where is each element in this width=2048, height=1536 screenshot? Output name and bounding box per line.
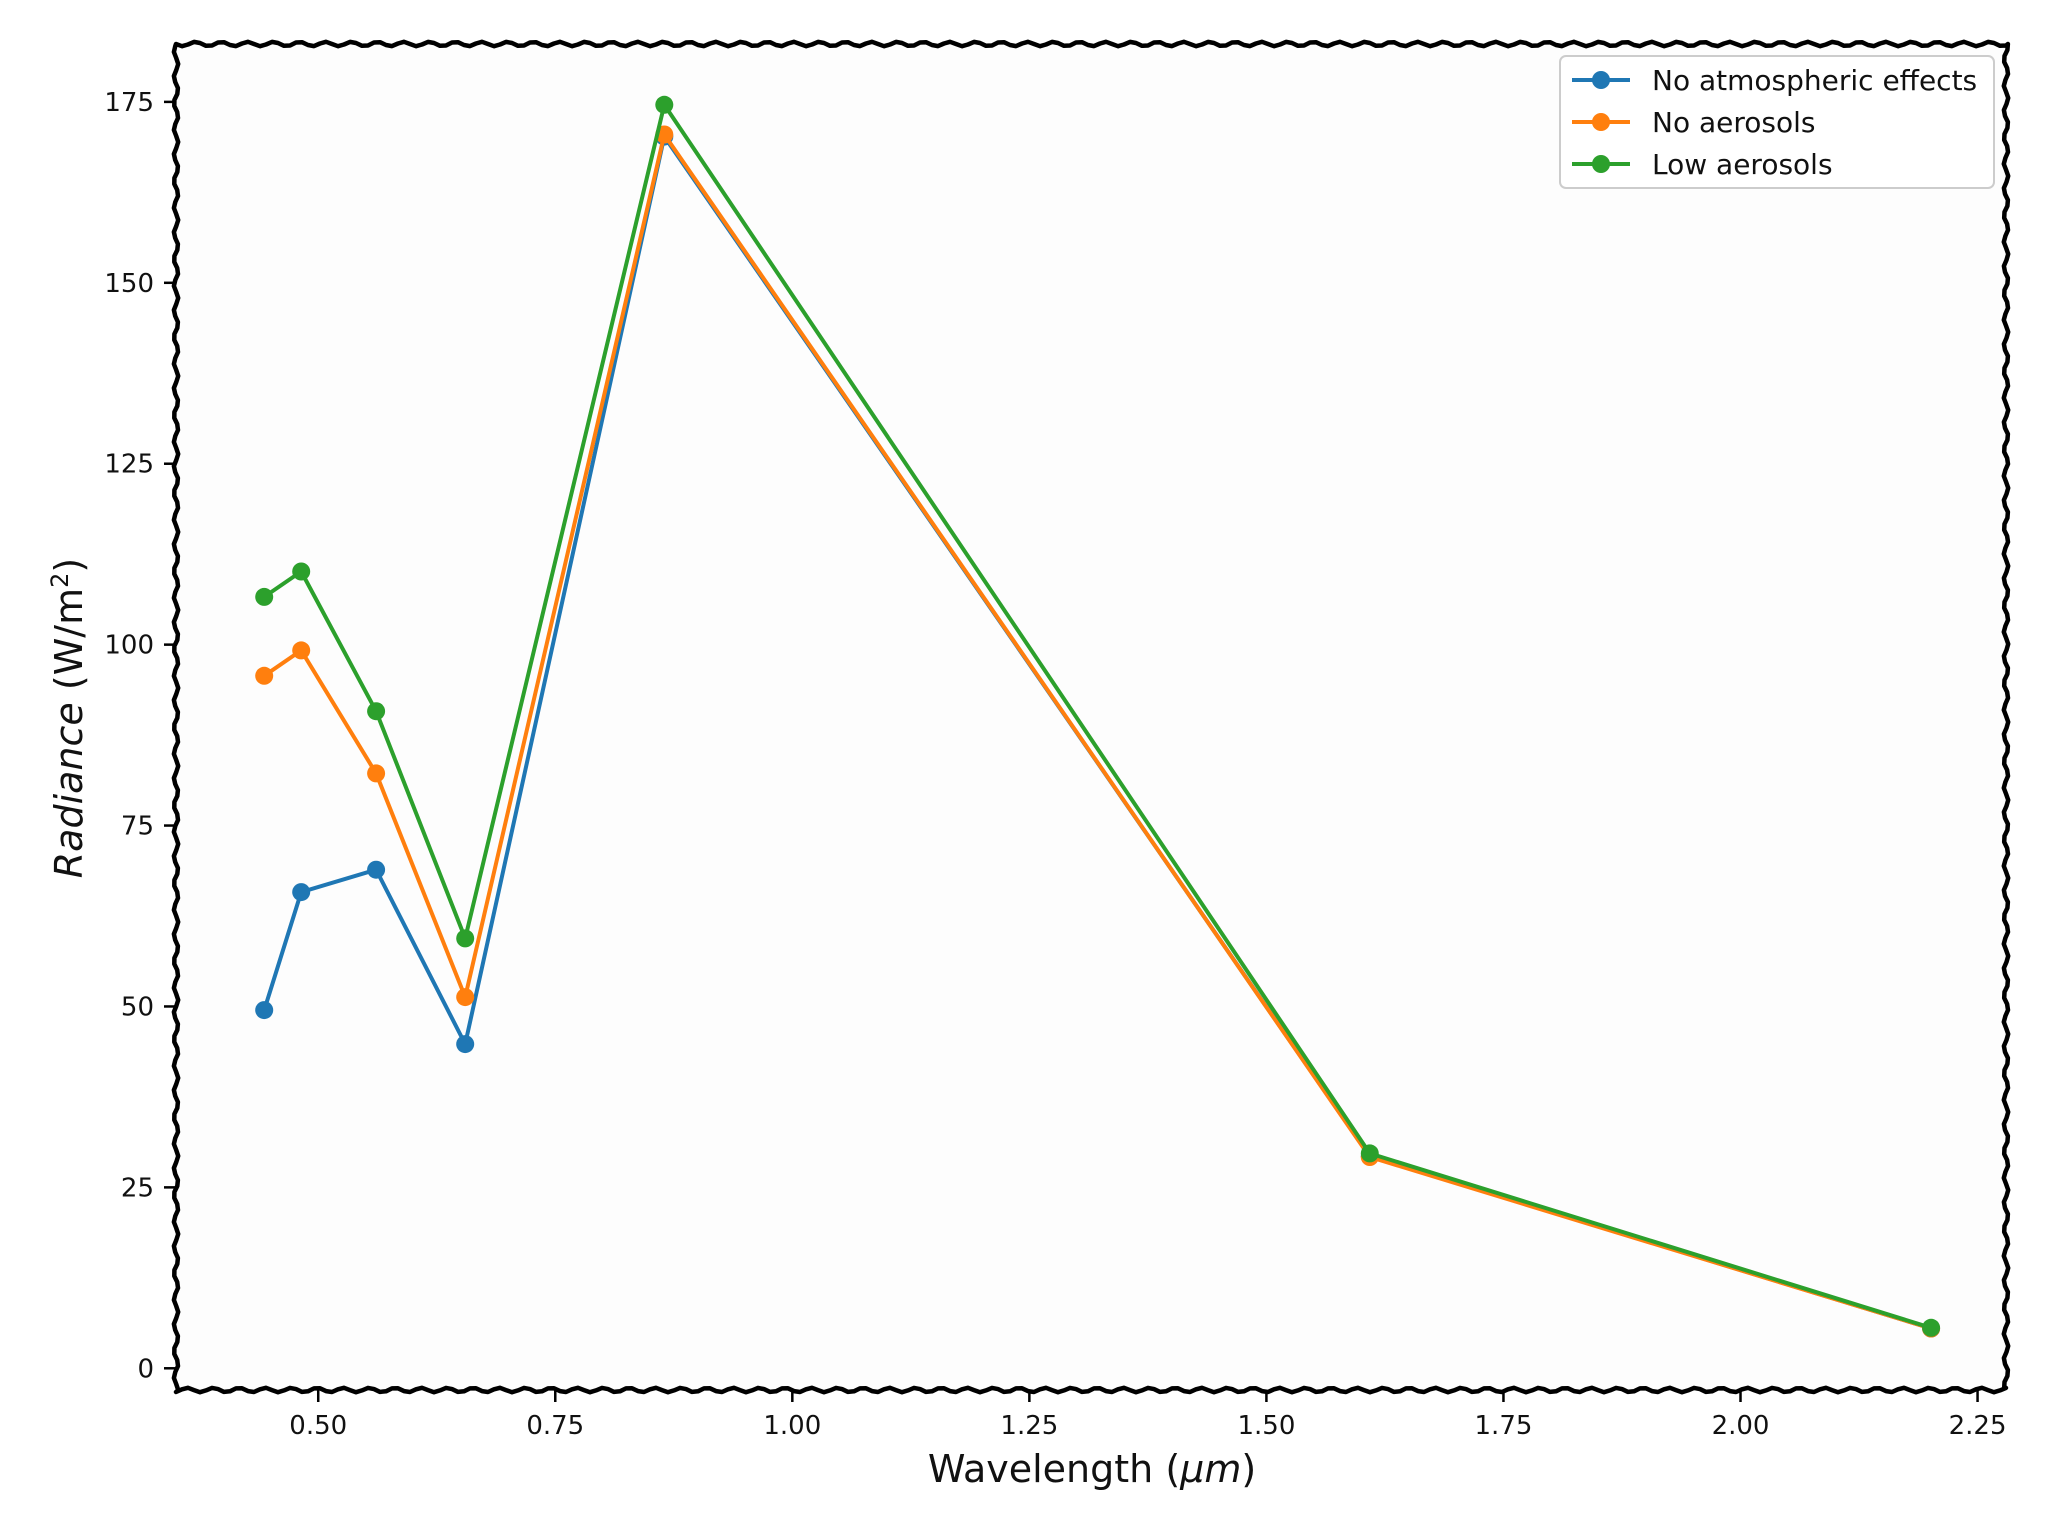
series-2-point (255, 666, 274, 685)
series-2-point (367, 764, 386, 783)
series-2-point (292, 641, 311, 660)
x-tick-label: 0.50 (289, 1411, 347, 1441)
x-axis-title: Wavelength (μm) (928, 1447, 1256, 1491)
legend-marker (1592, 71, 1610, 89)
x-axis-ticks: 0.50 0.75 1.00 1.25 1.50 1.75 2.00 2.25 (289, 1390, 2006, 1441)
x-axis-title-unit: μm (1179, 1447, 1241, 1491)
series-3-point (255, 587, 274, 606)
x-tick-label: 1.75 (1475, 1411, 1533, 1441)
y-tick-label: 50 (121, 992, 154, 1022)
legend-label: No aerosols (1652, 106, 1815, 139)
series-3-point (367, 702, 386, 721)
series-3-point (1360, 1144, 1379, 1163)
legend-marker (1592, 155, 1610, 173)
series-2-point (456, 988, 475, 1007)
x-tick-label: 2.00 (1712, 1411, 1770, 1441)
legend: No atmospheric effects No aerosols Low aer… (1559, 55, 1995, 189)
series-1-point (255, 1001, 274, 1020)
y-tick-label: 75 (121, 812, 154, 842)
y-tick-label: 25 (121, 1173, 154, 1203)
series-1-point (456, 1035, 475, 1054)
series-1-point (367, 860, 386, 879)
legend-marker (1592, 113, 1610, 131)
legend-label: Low aerosols (1652, 148, 1833, 181)
y-axis-title-unit-exponent: 2 (46, 573, 74, 588)
series-layer (255, 95, 1941, 1338)
x-tick-label: 0.75 (526, 1411, 584, 1441)
legend-label: No atmospheric effects (1652, 64, 1977, 97)
plot-frame (171, 39, 2011, 1395)
x-axis-title-text: Wavelength (928, 1447, 1153, 1491)
series-3-point (292, 562, 311, 581)
series-3-point (456, 929, 475, 948)
x-tick-label: 1.25 (1000, 1411, 1058, 1441)
y-tick-label: 125 (104, 450, 154, 480)
y-axis-title: Radiance (W/m2) (46, 558, 91, 878)
y-axis-title-unit: W/m (47, 588, 91, 675)
series-3-point (1922, 1318, 1941, 1337)
x-tick-label: 2.25 (1949, 1411, 2007, 1441)
y-tick-label: 100 (104, 631, 154, 661)
y-tick-label: 0 (137, 1354, 154, 1384)
x-tick-label: 1.00 (763, 1411, 821, 1441)
x-tick-label: 1.50 (1237, 1411, 1295, 1441)
y-tick-label: 175 (104, 88, 154, 118)
y-tick-label: 150 (104, 269, 154, 299)
series-3-point (655, 95, 674, 114)
series-1-point (292, 883, 311, 902)
y-axis-ticks: 0 25 50 75 100 125 150 175 (104, 88, 176, 1384)
y-axis-title-text: Radiance (47, 702, 91, 878)
legend-box (1559, 55, 1995, 189)
